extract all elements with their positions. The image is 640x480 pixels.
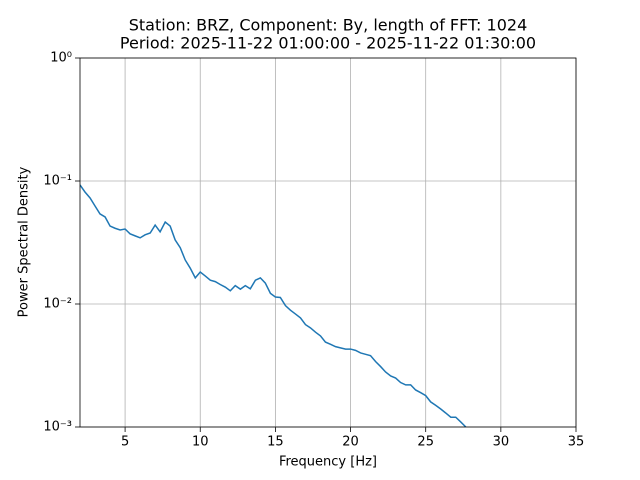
y-tick-label: 10⁻¹ — [43, 174, 72, 189]
y-axis-label: Power Spectral Density — [17, 166, 32, 317]
x-tick-label: 35 — [568, 435, 585, 450]
y-tick-label: 10⁰ — [50, 51, 72, 66]
x-tick-label: 25 — [417, 435, 434, 450]
chart-title: Station: BRZ, Component: By, length of F… — [129, 16, 528, 35]
chart-subtitle: Period: 2025-11-22 01:00:00 - 2025-11-22… — [120, 34, 536, 53]
x-axis-label: Frequency [Hz] — [279, 455, 377, 470]
x-tick-label: 30 — [493, 435, 510, 450]
data-line — [80, 184, 467, 427]
y-tick-label: 10⁻² — [43, 297, 72, 312]
x-tick-label: 10 — [192, 435, 209, 450]
x-tick-label: 5 — [121, 435, 129, 450]
x-tick-label: 15 — [267, 435, 284, 450]
y-tick-label: 10⁻³ — [43, 420, 72, 435]
x-tick-label: 20 — [342, 435, 359, 450]
plot-frame — [79, 57, 577, 428]
